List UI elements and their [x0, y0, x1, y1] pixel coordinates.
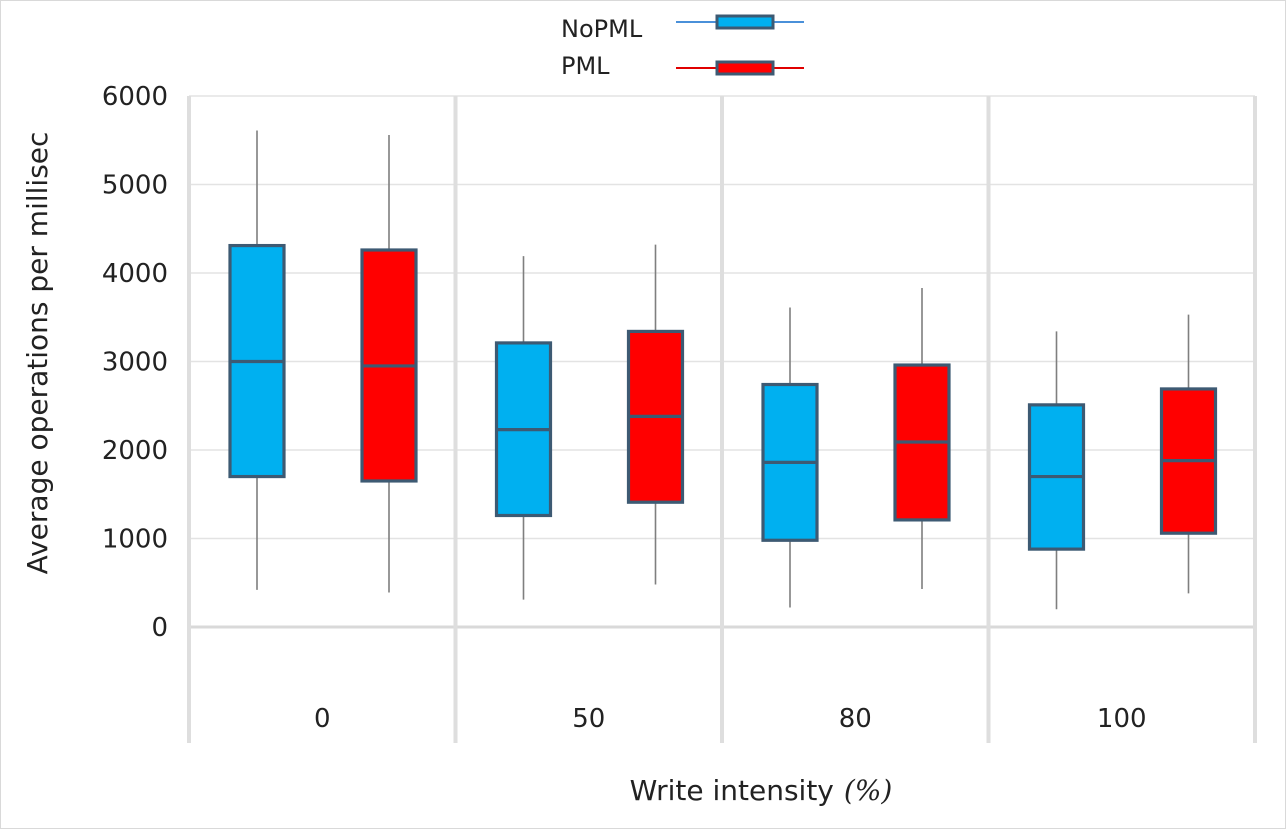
x-tick-label-50: 50	[572, 704, 605, 734]
legend-label-nopml: NoPML	[561, 15, 643, 43]
y-tick-label-5000: 5000	[102, 171, 168, 201]
box-pml-50	[626, 244, 685, 585]
y-tick-label-4000: 4000	[102, 259, 168, 289]
x-tick-label-100: 100	[1097, 704, 1147, 734]
box-nopml-50	[494, 256, 553, 600]
legend-swatch-nopml	[715, 14, 775, 30]
y-axis-title: Average operations per millisec	[21, 132, 54, 575]
y-axis-ticks: 0 1000 2000 3000 4000 5000 6000	[102, 82, 168, 643]
category-frame	[187, 96, 1257, 743]
box-nopml-80	[761, 307, 819, 608]
x-axis-title-text: Write intensity	[630, 774, 834, 807]
x-axis-ticks: 0 50 80 100	[314, 704, 1147, 734]
legend: NoPML PML	[561, 14, 804, 80]
y-tick-label-3000: 3000	[102, 348, 168, 378]
box-nopml-0	[228, 130, 286, 590]
x-tick-label-80: 80	[839, 704, 872, 734]
x-tick-label-0: 0	[314, 704, 331, 734]
legend-label-pml: PML	[561, 52, 610, 80]
box-nopml-100	[1027, 331, 1086, 610]
y-tick-label-0: 0	[151, 613, 168, 643]
box-pml-80	[893, 288, 951, 589]
box-pml-0	[360, 134, 418, 593]
box-pml-100	[1159, 314, 1218, 594]
y-tick-label-6000: 6000	[102, 82, 168, 112]
y-tick-label-2000: 2000	[102, 436, 168, 466]
x-axis-title-unit: (%)	[844, 774, 892, 807]
y-tick-label-1000: 1000	[102, 525, 168, 555]
legend-swatch-pml	[715, 60, 775, 76]
x-axis-title: Write intensity (%)	[630, 774, 893, 807]
box-plot-series	[228, 130, 1218, 610]
